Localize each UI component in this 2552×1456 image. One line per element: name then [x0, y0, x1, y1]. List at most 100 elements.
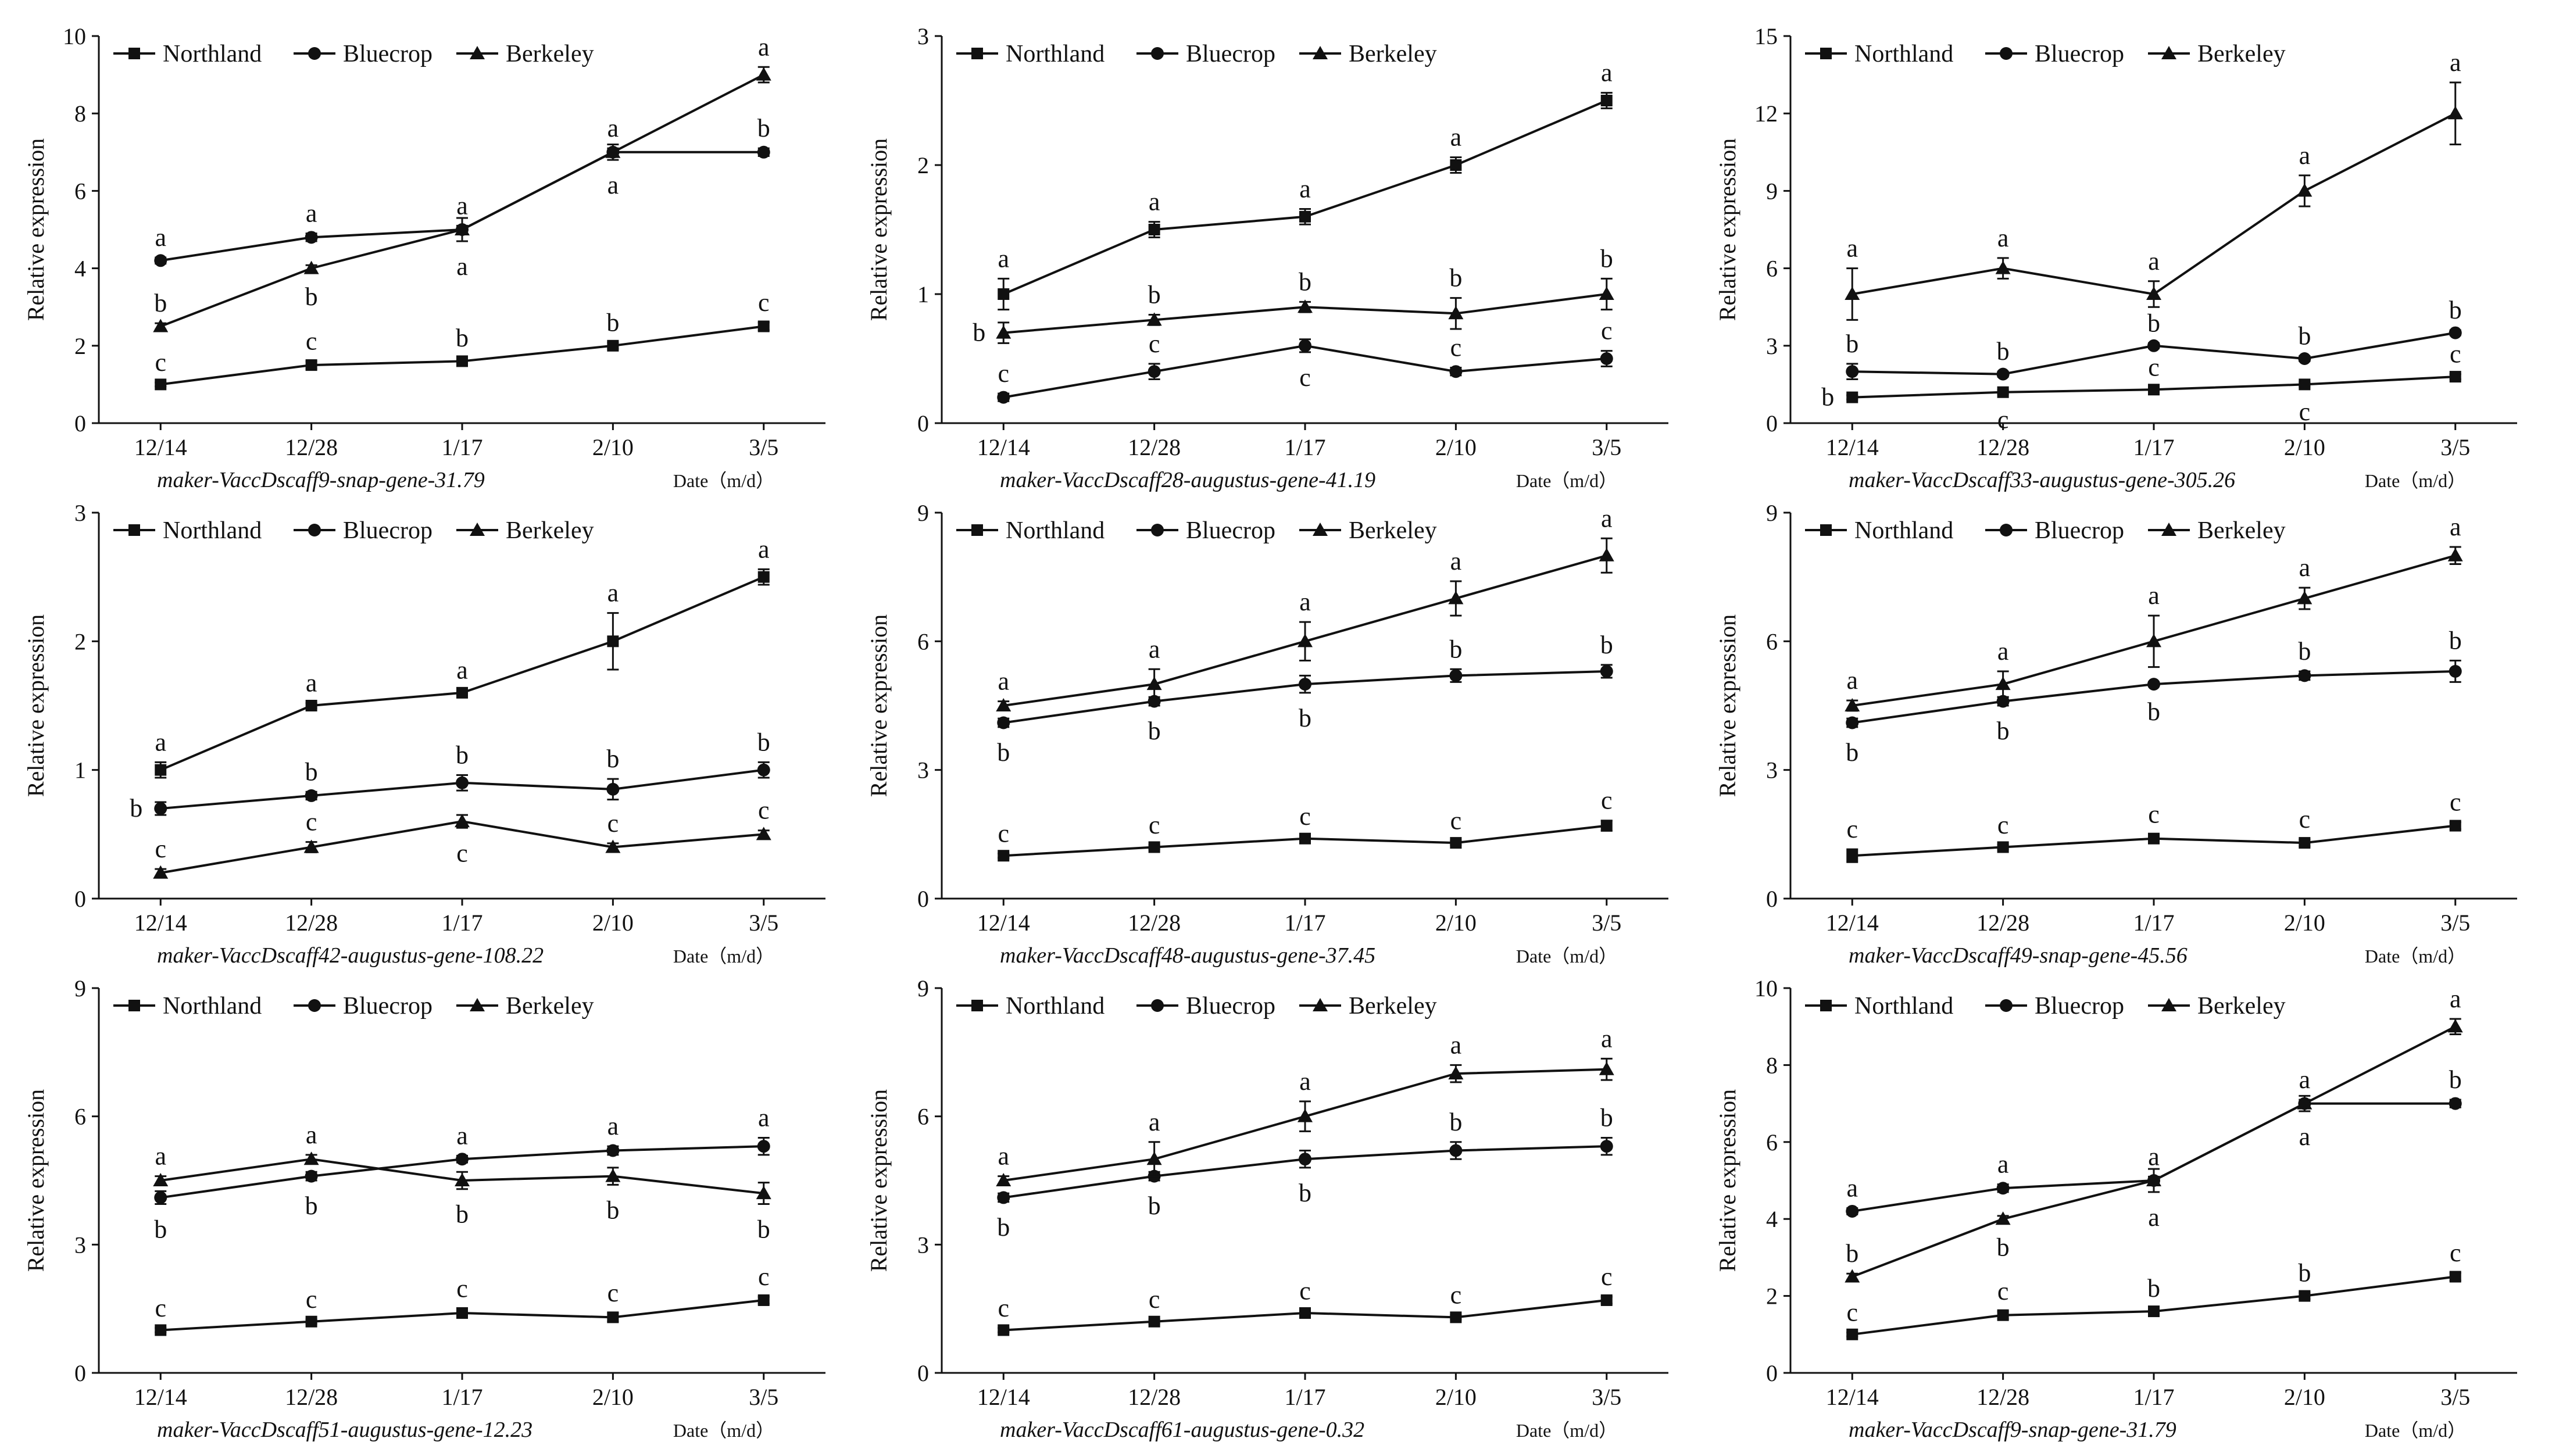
data-point-northland — [607, 635, 619, 647]
significance-label: b — [1299, 704, 1311, 732]
significance-label: c — [456, 839, 468, 867]
y-tick-label: 9 — [917, 500, 929, 526]
data-point-berkeley — [1448, 591, 1464, 604]
y-axis-label: Relative expression — [23, 138, 49, 321]
x-tick-label: 3/5 — [1592, 1384, 1621, 1410]
data-point-northland — [1846, 850, 1858, 862]
data-point-berkeley — [756, 1186, 771, 1200]
significance-label: c — [998, 820, 1009, 848]
data-point-northland — [456, 686, 468, 699]
significance-label: b — [305, 757, 318, 786]
significance-label: b — [154, 289, 167, 317]
significance-label: b — [130, 794, 142, 822]
legend-marker-northland — [1820, 524, 1832, 536]
data-point-northland — [155, 764, 167, 776]
x-tick-label: 12/28 — [1128, 910, 1181, 936]
significance-label: a — [2450, 985, 2461, 1013]
significance-label: c — [758, 1262, 770, 1291]
data-point-northland — [2449, 1271, 2461, 1283]
significance-label: b — [2298, 322, 2311, 350]
chart-panel-9: 0 2 4 6 8 10 12/14 12/28 1/17 2/10 3/5 Relative exp… — [1714, 975, 2517, 1442]
significance-label: c — [2148, 800, 2160, 828]
x-tick-label: 1/17 — [2133, 434, 2174, 460]
y-tick-label: 3 — [917, 757, 929, 784]
x-tick-label: 12/14 — [1826, 434, 1879, 460]
gene-title: maker-VaccDscaff48-augustus-gene-37.45 — [1000, 943, 1375, 968]
chart-panel-8: 0 3 6 9 12/14 12/28 1/17 2/10 3/5 Relative expres… — [866, 975, 1668, 1442]
data-point-berkeley — [2146, 287, 2161, 300]
y-tick-label: 3 — [1766, 757, 1778, 784]
significance-label: c — [155, 835, 166, 863]
chart-panel-5: 0 3 6 9 12/14 12/28 1/17 2/10 3/5 Relative expres… — [866, 500, 1668, 968]
y-tick-label: 8 — [74, 101, 86, 127]
significance-label: c — [456, 1275, 468, 1303]
significance-label: c — [155, 1294, 166, 1322]
significance-label: a — [1601, 1024, 1613, 1053]
x-tick-label: 12/28 — [285, 1384, 338, 1410]
legend-marker-bluecrop — [2000, 524, 2013, 536]
y-axis-label: Relative expression — [23, 1089, 49, 1272]
y-tick-label: 6 — [917, 1104, 929, 1130]
significance-label: a — [1846, 234, 1858, 263]
data-point-bluecrop — [997, 391, 1010, 404]
x-tick-label: 12/14 — [977, 1384, 1030, 1410]
y-tick-label: 10 — [1754, 975, 1778, 1001]
data-point-northland — [2299, 837, 2311, 849]
data-point-berkeley — [1298, 299, 1313, 313]
significance-label: c — [1846, 815, 1858, 843]
data-point-berkeley — [1599, 1061, 1614, 1075]
legend-label: Berkeley — [2197, 517, 2286, 544]
significance-label: a — [2299, 553, 2311, 582]
legend-label: Bluecrop — [1186, 993, 1275, 1019]
significance-label: c — [998, 1294, 1009, 1322]
x-tick-label: 3/5 — [2440, 910, 2470, 936]
y-tick-label: 10 — [63, 23, 86, 49]
data-point-northland — [1450, 837, 1462, 849]
significance-label: a — [1299, 588, 1311, 616]
significance-label: b — [1600, 631, 1613, 659]
significance-label: c — [1450, 1281, 1462, 1310]
y-tick-label: 2 — [74, 628, 86, 654]
significance-label: c — [1299, 802, 1311, 831]
significance-label: b — [456, 1200, 469, 1229]
significance-label: b — [1148, 281, 1161, 309]
y-tick-label: 6 — [74, 1104, 86, 1130]
significance-label: c — [607, 1279, 619, 1307]
y-tick-label: 1 — [74, 757, 86, 784]
data-point-berkeley — [153, 865, 169, 879]
y-tick-label: 6 — [74, 178, 86, 204]
data-point-northland — [305, 1315, 317, 1328]
legend-marker-bluecrop — [308, 999, 321, 1012]
significance-label: a — [1149, 1108, 1160, 1136]
y-axis-label: Relative expression — [1714, 138, 1740, 321]
data-point-berkeley — [1845, 698, 1860, 711]
data-point-berkeley — [1599, 287, 1614, 300]
data-point-berkeley — [2297, 1096, 2312, 1110]
data-point-northland — [1600, 95, 1613, 106]
significance-label: b — [2449, 627, 2462, 655]
significance-label: b — [1821, 383, 1834, 412]
y-tick-label: 0 — [1766, 410, 1778, 437]
data-point-bluecrop — [1600, 352, 1613, 365]
data-point-berkeley — [153, 1173, 169, 1186]
significance-label: c — [758, 796, 770, 825]
x-tick-label: 2/10 — [2284, 1384, 2325, 1410]
significance-label: c — [306, 1285, 317, 1314]
y-tick-label: 2 — [917, 152, 929, 178]
data-point-northland — [155, 378, 167, 391]
x-tick-label: 2/10 — [592, 434, 634, 460]
data-point-northland — [1997, 841, 2009, 853]
significance-label: b — [997, 1213, 1010, 1242]
x-tick-label: 1/17 — [441, 1384, 482, 1410]
significance-label: a — [1846, 666, 1858, 695]
x-tick-label: 2/10 — [592, 910, 634, 936]
legend-label: Bluecrop — [2035, 41, 2124, 67]
y-axis-label: Relative expression — [1714, 614, 1740, 797]
x-tick-label: 3/5 — [1592, 910, 1621, 936]
y-tick-label: 3 — [74, 500, 86, 526]
significance-label: a — [998, 244, 1009, 273]
x-tick-label: 3/5 — [749, 434, 778, 460]
y-tick-label: 9 — [1766, 500, 1778, 526]
data-point-bluecrop — [1600, 664, 1613, 678]
data-point-berkeley — [1995, 1211, 2011, 1225]
